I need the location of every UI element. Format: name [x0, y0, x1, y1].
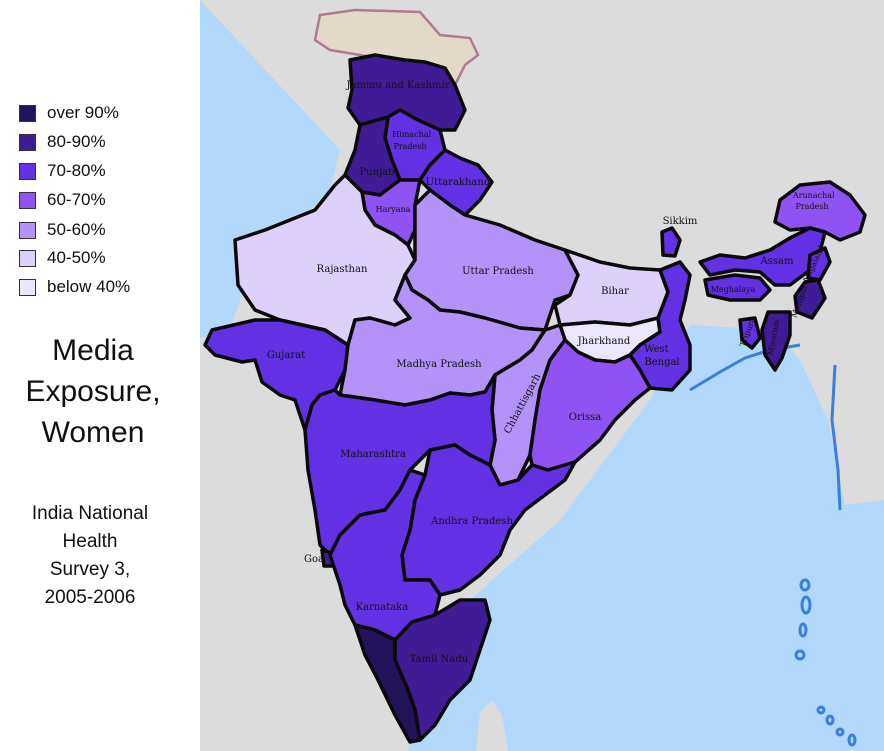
state-label-tamil-nadu: Tamil Nadu: [410, 654, 469, 665]
state-label-gujarat: Gujarat: [267, 350, 305, 361]
state-uttarakhand: [418, 148, 494, 217]
legend-swatch: [19, 278, 36, 296]
state-label-line: Bengal: [644, 357, 679, 368]
legend-item-60-70: 60-70%: [19, 190, 106, 210]
state-label-meghalaya: Meghalaya: [711, 285, 756, 294]
state-label-rajasthan: Rajasthan: [317, 264, 368, 275]
state-nagaland: [806, 246, 832, 282]
state-label-arunachal-pradesh: Arunachal Pradesh: [792, 191, 837, 211]
india-map: Jammu and Kashmir Himachal Pradesh Punja…: [200, 0, 884, 751]
state-west-bengal: [628, 260, 692, 392]
legend-label: 70-80%: [47, 161, 106, 180]
state-label-goa: Goa: [304, 554, 324, 565]
island-shape: [800, 595, 812, 615]
state-label-jharkhand: Jharkhand: [577, 336, 631, 347]
state-label-himachal-pradesh: Himachal Pradesh: [392, 130, 433, 151]
state-manipur: [793, 278, 827, 320]
subtitle-line: India National: [31, 503, 149, 524]
island-shape: [816, 705, 826, 715]
island-shape: [847, 733, 857, 747]
island-shape: [835, 727, 845, 737]
state-label-uttar-pradesh: Uttar Pradesh: [462, 266, 534, 277]
state-regions: [203, 53, 867, 744]
legend-swatch: [19, 104, 36, 122]
state-label-punjab: Punjab: [359, 167, 394, 178]
map-subtitle: India National Health Survey 3, 2005-200…: [0, 500, 180, 612]
title-line: Women: [41, 416, 145, 449]
legend-swatch: [19, 221, 36, 239]
state-arunachal-pradesh: [773, 180, 867, 242]
legend-label: over 90%: [47, 103, 119, 122]
state-label-line: Pradesh: [795, 202, 828, 211]
sri-lanka-landmass: [476, 700, 508, 751]
andaman-coast-line: [830, 364, 842, 511]
state-label-haryana: Haryana: [376, 205, 411, 214]
legend-item-70-80: 70-80%: [19, 161, 106, 181]
state-mizoram: [760, 310, 792, 372]
legend-swatch: [19, 191, 36, 209]
legend-label: 50-60%: [47, 220, 106, 239]
state-label-jammu-and-kashmir: Jammu and Kashmir: [345, 80, 449, 91]
state-label-orissa: Orissa: [569, 412, 601, 423]
state-kerala: [353, 623, 422, 744]
map-title: Media Exposure, Women: [0, 330, 186, 453]
state-label-line: West: [644, 344, 669, 355]
legend-swatch: [19, 133, 36, 151]
legend-panel: over 90% 80-90% 70-80% 60-70% 50-60% 40-…: [0, 0, 200, 751]
state-label-andhra-pradesh: Andhra Pradesh: [430, 516, 513, 527]
state-label-karnataka: Karnataka: [356, 602, 409, 613]
legend-item-over-90: over 90%: [19, 103, 119, 123]
state-label-line: Pradesh: [393, 142, 426, 151]
legend-item-below-40: below 40%: [19, 277, 130, 297]
island-shape: [798, 622, 808, 638]
legend-swatch: [19, 249, 36, 267]
state-label-line: Arunachal: [792, 191, 835, 200]
state-jammu-and-kashmir: [346, 53, 467, 132]
legend-label: 60-70%: [47, 190, 106, 209]
title-line: Media: [52, 334, 134, 367]
legend-item-80-90: 80-90%: [19, 132, 106, 152]
andaman-islands: [794, 578, 857, 747]
subtitle-line: Health: [62, 531, 118, 552]
state-tripura: [738, 316, 762, 350]
title-line: Exposure,: [25, 375, 161, 408]
subtitle-line: Survey 3,: [49, 559, 131, 580]
island-shape: [794, 649, 806, 661]
legend-label: below 40%: [47, 277, 131, 296]
island-shape: [825, 714, 835, 726]
legend-item-40-50: 40-50%: [19, 248, 106, 268]
state-label-assam: Assam: [760, 256, 794, 267]
state-orissa: [528, 338, 652, 472]
state-label-line: Himachal: [392, 130, 431, 139]
state-label-maharashtra: Maharashtra: [340, 449, 406, 460]
state-label-bihar: Bihar: [601, 286, 629, 297]
legend-label: 40-50%: [47, 248, 106, 267]
state-label-madhya-pradesh: Madhya Pradesh: [396, 359, 482, 370]
subtitle-line: 2005-2006: [44, 587, 136, 608]
state-label-sikkim: Sikkim: [663, 216, 698, 227]
island-shape: [799, 578, 811, 592]
legend-item-50-60: 50-60%: [19, 220, 106, 240]
legend-label: 80-90%: [47, 132, 106, 151]
legend-swatch: [19, 162, 36, 180]
state-meghalaya: [703, 273, 772, 302]
state-sikkim: [660, 226, 682, 258]
state-label-uttarakhand: Uttarakhand: [426, 177, 491, 188]
state-label-west-bengal: West Bengal: [644, 344, 680, 368]
